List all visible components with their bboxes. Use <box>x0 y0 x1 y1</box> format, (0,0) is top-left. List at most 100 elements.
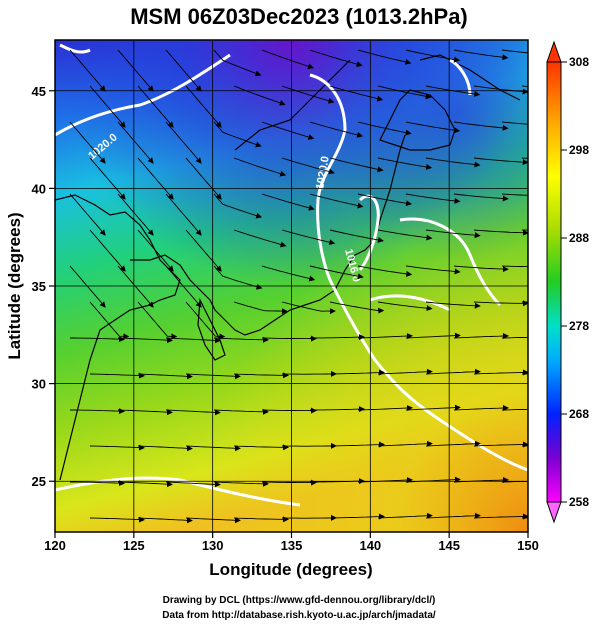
streamline <box>185 157 222 200</box>
streamline <box>425 229 481 239</box>
y-tick-label: 35 <box>32 279 46 294</box>
streamline <box>281 157 335 175</box>
streamline <box>405 332 461 339</box>
colorbar-tick-label: 308 <box>569 55 589 69</box>
streamline <box>453 405 509 412</box>
streamline <box>89 85 126 128</box>
streamline <box>501 265 528 268</box>
streamline <box>473 85 528 95</box>
streamline <box>69 193 106 236</box>
streamline <box>117 121 154 164</box>
streamline <box>453 49 509 61</box>
streamline <box>137 157 174 200</box>
streamline <box>185 301 226 340</box>
streamline <box>137 229 174 272</box>
streamline <box>233 157 287 177</box>
streamline <box>233 85 286 106</box>
streamline <box>261 479 317 486</box>
colorbar-tick-label: 298 <box>569 143 589 157</box>
streamline <box>213 480 269 487</box>
streamline <box>309 121 364 138</box>
streamline <box>137 445 193 452</box>
streamline <box>69 265 106 308</box>
y-tick-label: 25 <box>32 474 46 489</box>
streamline <box>89 157 126 200</box>
streamline <box>309 49 363 68</box>
streamline <box>377 368 433 375</box>
colorbar-bottom-arrow <box>546 501 562 524</box>
y-tick-label: 45 <box>32 84 46 99</box>
streamline <box>117 265 154 308</box>
x-axis-label: Longitude (degrees) <box>209 560 372 579</box>
credit-data: Data from http://database.rish.kyoto-u.a… <box>162 610 436 621</box>
credit-drawing: Drawing by DCL (https://www.gfd-dennou.o… <box>163 595 436 606</box>
streamline <box>329 513 385 520</box>
streamline <box>377 512 433 519</box>
streamline <box>329 229 384 243</box>
streamline <box>405 121 461 134</box>
streamline <box>137 85 174 128</box>
streamline <box>329 369 385 376</box>
streamline <box>405 193 461 204</box>
streamline <box>89 372 145 379</box>
streamline <box>137 373 193 380</box>
x-tick-label: 150 <box>517 538 539 553</box>
wind-streamlines <box>69 49 528 524</box>
coastlines <box>55 54 521 481</box>
streamline <box>213 49 262 77</box>
streamline <box>310 406 365 413</box>
colorbar-tick-label: 258 <box>569 495 589 509</box>
streamline <box>165 121 202 164</box>
colorbar-tick-label: 268 <box>569 407 589 421</box>
streamline <box>261 407 317 414</box>
streamline <box>473 300 528 307</box>
y-tick-label: 40 <box>32 181 46 196</box>
colorbar-scale <box>546 61 562 503</box>
streamline <box>453 121 509 131</box>
streamline <box>453 333 509 340</box>
streamline <box>261 193 315 211</box>
streamline <box>165 265 202 308</box>
streamline <box>165 481 221 488</box>
streamline <box>425 368 481 375</box>
streamline <box>165 193 202 236</box>
streamline <box>357 49 412 65</box>
streamline <box>69 49 106 92</box>
streamline <box>357 405 413 412</box>
streamline <box>281 301 336 315</box>
streamline <box>357 265 413 277</box>
x-tick-label: 120 <box>44 538 66 553</box>
streamline <box>213 408 269 415</box>
streamline <box>377 229 433 241</box>
streamline <box>117 337 173 344</box>
streamline <box>501 193 528 196</box>
streamline <box>137 301 178 340</box>
streamline <box>70 480 125 487</box>
streamline <box>261 335 317 342</box>
streamline <box>473 369 528 376</box>
colorbar-tick-label: 278 <box>569 319 589 333</box>
streamline <box>377 440 433 447</box>
streamline <box>213 336 269 343</box>
contour-label-1020-east: 1020.0 <box>314 155 332 190</box>
streamline <box>281 229 336 246</box>
streamline <box>405 265 461 275</box>
streamline <box>473 229 528 236</box>
streamline <box>357 193 412 207</box>
chart-title: MSM 06Z03Dec2023 (1013.2hPa) <box>130 4 468 29</box>
x-tick-label: 125 <box>123 538 145 553</box>
streamline <box>233 444 289 451</box>
streamline <box>233 301 288 315</box>
streamline <box>117 481 173 488</box>
streamline <box>357 333 413 340</box>
streamline <box>89 444 145 451</box>
streamline <box>425 440 481 447</box>
streamline <box>309 193 364 209</box>
streamline <box>329 85 384 102</box>
streamline <box>501 408 528 411</box>
streamline <box>473 441 528 448</box>
streamline <box>261 121 315 140</box>
streamline <box>405 49 460 63</box>
colorbar-tick-label: 288 <box>569 231 589 245</box>
streamline <box>501 480 528 483</box>
